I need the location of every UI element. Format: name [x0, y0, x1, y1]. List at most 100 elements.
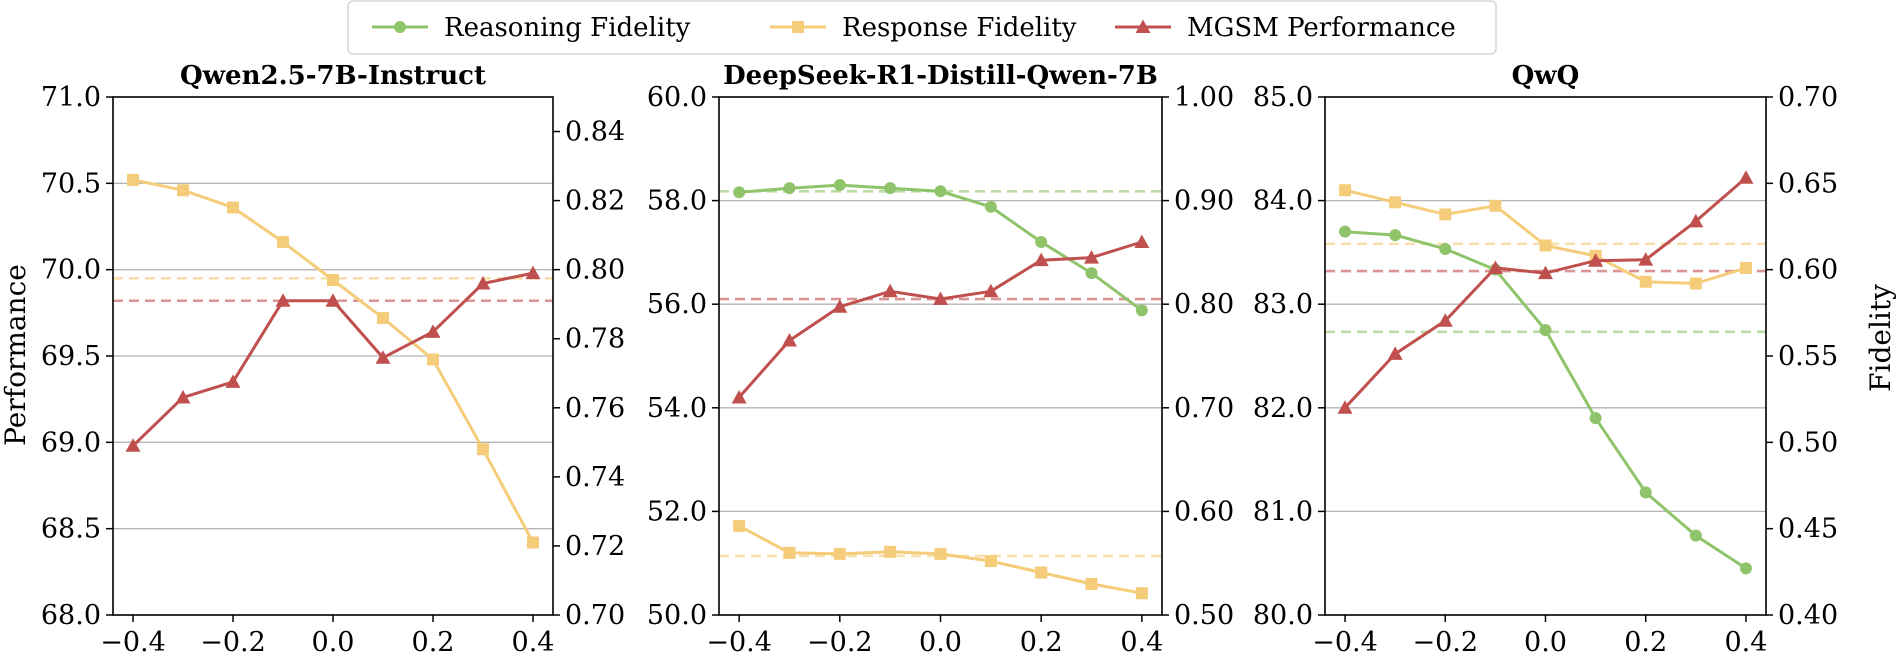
data-point-mgsm-performance: [425, 324, 441, 338]
left-tick-label: 69.5: [41, 341, 101, 372]
data-point-mgsm-performance: [1084, 250, 1100, 264]
data-point-response-fidelity: [1085, 577, 1098, 590]
left-tick-label: 83.0: [1253, 289, 1313, 320]
right-tick-label: 0.65: [1778, 168, 1838, 199]
right-tick-label: 0.82: [565, 186, 625, 217]
data-point-response-fidelity: [327, 274, 339, 287]
series-mgsm-performance: [1337, 170, 1754, 414]
data-point-reasoning-fidelity: [884, 182, 897, 195]
right-axis: 0.40 0.45 0.50 0.55 0.60 0.65 0.70: [1766, 82, 1838, 631]
legend: Reasoning Fidelity Response Fidelity MGSM …: [347, 0, 1497, 55]
series-response-fidelity: [1339, 184, 1752, 290]
series-line-mgsm-performance: [1343, 176, 1747, 409]
x-tick-label: 0.4: [1724, 627, 1767, 656]
data-point-mgsm-performance: [933, 291, 948, 306]
left-axis: 50.0 52.0 54.0 56.0 58.0 60.0: [647, 82, 719, 631]
left-axis: 80.0 81.0 82.0 83.0 84.0 85.0: [1253, 82, 1325, 631]
data-point-mgsm-performance: [1033, 252, 1049, 267]
right-tick-label: 0.70: [565, 600, 625, 631]
baselines: [719, 189, 1162, 558]
data-point-mgsm-performance: [731, 389, 747, 404]
data-point-mgsm-performance: [375, 350, 391, 364]
panel-title: DeepSeek-R1-Distill-Qwen-7B: [723, 61, 1158, 91]
data-point-mgsm-performance: [1337, 400, 1353, 414]
data-point-response-fidelity: [127, 173, 139, 186]
panel-qwen2-5-7b-instruct: 68.0 68.5 69.0 69.5 70.0 70.5 71.0 0.70 0.72 0.74…: [41, 61, 625, 656]
x-tick-label: −0.4: [100, 627, 166, 656]
data-point-response-fidelity: [527, 536, 539, 549]
x-axis: −0.4 −0.2 0.0 0.2 0.4: [1312, 615, 1767, 656]
data-point-reasoning-fidelity: [1539, 324, 1552, 337]
data-point-response-fidelity: [377, 312, 389, 325]
legend-frame: [347, 0, 1497, 55]
panel-qwq: 80.0 81.0 82.0 83.0 84.0 85.0 0.40 0.45 0.50 0.55…: [1253, 61, 1838, 656]
right-tick-label: 0.74: [565, 462, 625, 493]
left-tick-label: 84.0: [1253, 186, 1313, 217]
baselines: [113, 276, 553, 303]
series-response-fidelity: [127, 173, 539, 549]
data-point-reasoning-fidelity: [783, 182, 796, 195]
left-tick-label: 52.0: [647, 496, 707, 527]
data-point-response-fidelity: [783, 546, 796, 559]
legend-label-reasoning-fidelity: Reasoning Fidelity: [444, 13, 691, 43]
data-point-response-fidelity: [1339, 184, 1352, 197]
data-point-response-fidelity: [1135, 587, 1148, 600]
data-point-response-fidelity: [1689, 277, 1702, 290]
data-point-mgsm-performance: [1638, 252, 1654, 266]
data-point-mgsm-performance: [1437, 313, 1453, 327]
left-tick-label: 70.0: [41, 255, 101, 286]
series-response-fidelity: [733, 519, 1148, 600]
data-point-reasoning-fidelity: [1085, 267, 1098, 280]
data-point-mgsm-performance: [832, 299, 848, 313]
left-tick-label: 50.0: [647, 600, 707, 631]
x-tick-label: 0.4: [512, 627, 555, 656]
data-point-mgsm-performance: [1487, 260, 1503, 274]
legend-marker-reasoning-fidelity: [394, 21, 406, 33]
data-point-reasoning-fidelity: [1639, 486, 1652, 499]
left-tick-label: 70.5: [41, 168, 101, 199]
data-point-response-fidelity: [1539, 239, 1552, 252]
left-tick-label: 68.0: [41, 600, 101, 631]
right-tick-label: 0.84: [565, 117, 625, 148]
data-point-response-fidelity: [177, 184, 189, 197]
right-tick-label: 0.80: [1174, 289, 1234, 320]
plot-frame: [718, 96, 1163, 616]
x-tick-label: 0.0: [1524, 627, 1567, 656]
data-point-response-fidelity: [1389, 196, 1402, 209]
x-tick-label: −0.4: [706, 627, 772, 656]
right-tick-label: 0.72: [565, 531, 625, 562]
right-tick-label: 0.70: [1778, 82, 1838, 113]
right-tick-label: 0.70: [1174, 393, 1234, 424]
data-point-response-fidelity: [884, 545, 897, 558]
series-reasoning-fidelity: [733, 179, 1148, 317]
series-mgsm-performance: [731, 234, 1150, 404]
legend-label-mgsm-performance: MGSM Performance: [1187, 13, 1456, 43]
baselines: [1325, 242, 1766, 334]
data-point-mgsm-performance: [525, 265, 541, 280]
right-tick-label: 0.50: [1778, 427, 1838, 458]
right-tick-label: 0.40: [1778, 600, 1838, 631]
x-tick-label: −0.2: [807, 627, 873, 656]
panels: 68.0 68.5 69.0 69.5 70.0 70.5 71.0 0.70 0.72 0.74…: [41, 61, 1838, 656]
data-point-mgsm-performance: [475, 275, 491, 290]
data-point-reasoning-fidelity: [1589, 412, 1602, 425]
data-point-response-fidelity: [733, 519, 746, 532]
x-axis: −0.4 −0.2 0.0 0.2 0.4: [706, 615, 1163, 656]
data-point-response-fidelity: [277, 236, 289, 249]
data-point-reasoning-fidelity: [833, 179, 846, 192]
legend-entry-response-fidelity: Response Fidelity: [770, 13, 1077, 43]
panel-title: QwQ: [1512, 61, 1580, 91]
legend-entry-reasoning-fidelity: Reasoning Fidelity: [372, 13, 691, 43]
data-point-mgsm-performance: [1538, 265, 1553, 280]
data-point-mgsm-performance: [1134, 234, 1150, 249]
data-point-response-fidelity: [477, 443, 489, 456]
left-tick-label: 71.0: [41, 82, 101, 113]
panel-title: Qwen2.5-7B-Instruct: [180, 61, 486, 91]
left-tick-label: 54.0: [647, 393, 707, 424]
data-point-mgsm-performance: [882, 283, 898, 298]
x-tick-label: −0.4: [1312, 627, 1378, 656]
right-axis: 0.70 0.72 0.74 0.76 0.78 0.80 0.82 0.84: [553, 117, 625, 631]
x-tick-label: 0.2: [1624, 627, 1667, 656]
data-point-reasoning-fidelity: [984, 200, 997, 213]
